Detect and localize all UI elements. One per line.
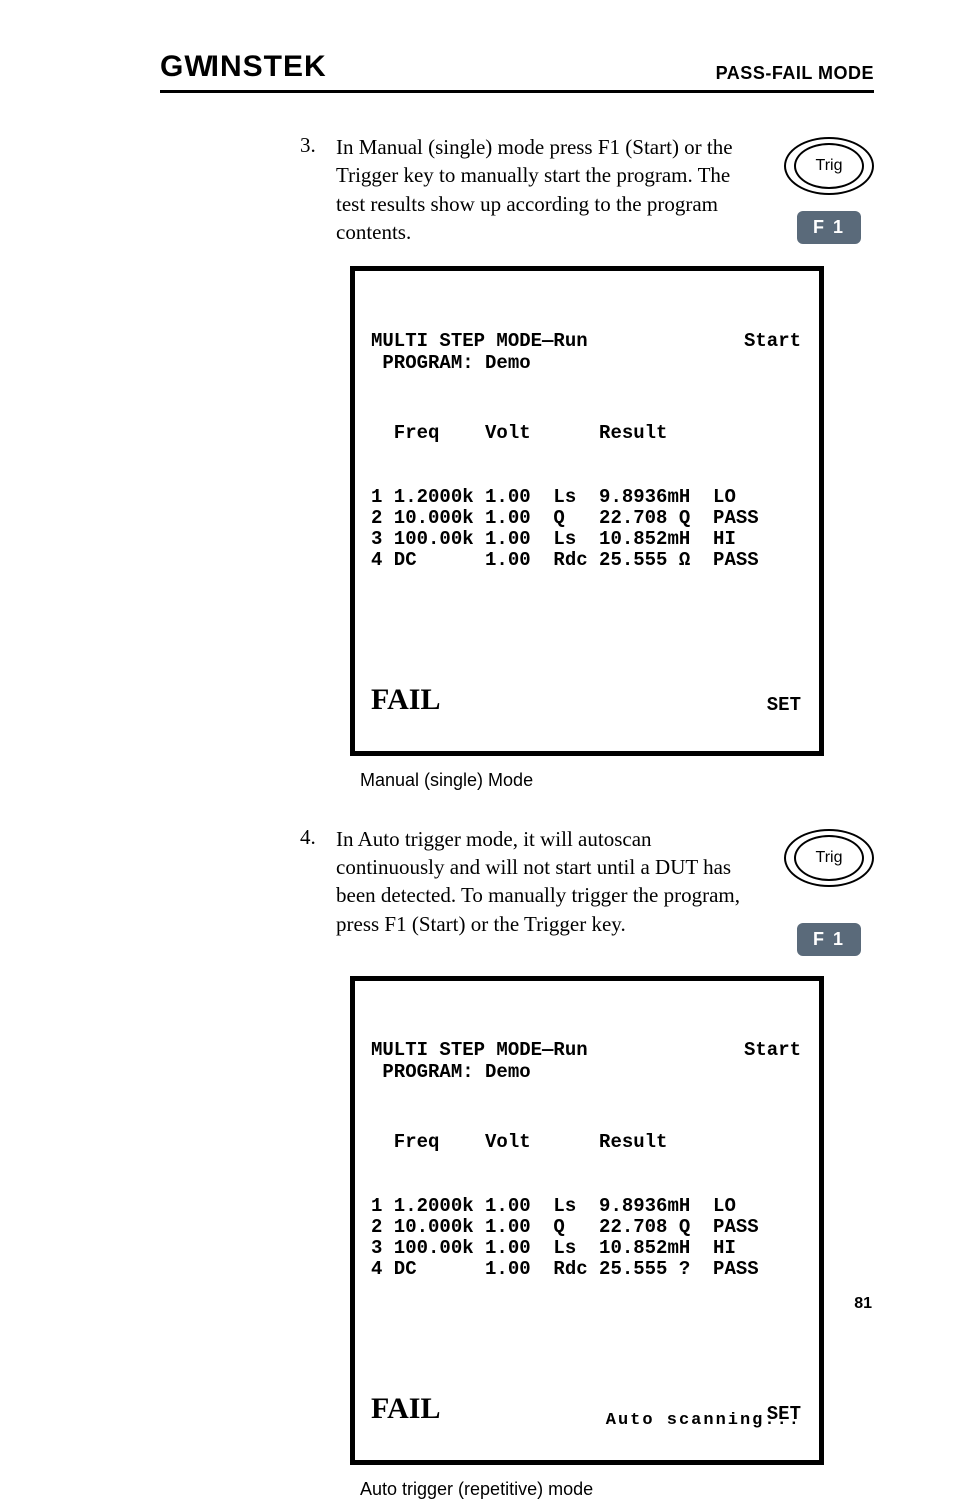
set-label: SET xyxy=(767,695,801,716)
column-headers: Freq Volt Result xyxy=(371,423,801,444)
step-number: 4. xyxy=(300,825,320,850)
result-rows: 1 1.2000k 1.00 Ls 9.8936mH LO 2 10.000k … xyxy=(371,1196,801,1280)
table-row: 3 100.00k 1.00 Ls 10.852mH HI xyxy=(371,1237,736,1259)
step-controls: Trig F 1 xyxy=(784,137,874,244)
screen-title-2: PROGRAM: Demo xyxy=(382,352,530,374)
lcd-screen-auto: MULTI STEP MODE—Run PROGRAM: Demo Start … xyxy=(350,976,824,1465)
result-rows: 1 1.2000k 1.00 Ls 9.8936mH LO 2 10.000k … xyxy=(371,487,801,571)
step-text: In Manual (single) mode press F1 (Start)… xyxy=(336,133,768,246)
section-title: PASS-FAIL MODE xyxy=(716,63,874,84)
screen-title-1: MULTI STEP MODE—Run xyxy=(371,330,588,352)
fail-indicator: FAIL xyxy=(371,683,440,716)
step-controls: Trig F 1 xyxy=(784,829,874,956)
start-label: Start xyxy=(744,331,801,352)
step-4: 4. In Auto trigger mode, it will autosca… xyxy=(300,825,874,956)
table-row: 3 100.00k 1.00 Ls 10.852mH HI xyxy=(371,528,736,550)
screen-title-2: PROGRAM: Demo xyxy=(382,1061,530,1083)
f1-key-icon: F 1 xyxy=(797,923,861,956)
auto-scanning-text: Auto scanning... xyxy=(606,1412,801,1431)
fail-indicator: FAIL xyxy=(371,1392,440,1425)
trigger-label: Trig xyxy=(794,835,864,881)
table-row: 2 10.000k 1.00 Q 22.708 Q PASS xyxy=(371,1216,759,1238)
trigger-label: Trig xyxy=(794,143,864,189)
table-row: 4 DC 1.00 Rdc 25.555 Ω PASS xyxy=(371,549,759,571)
step-number: 3. xyxy=(300,133,320,158)
step-text: In Auto trigger mode, it will autoscan c… xyxy=(336,825,768,938)
start-label: Start xyxy=(744,1040,801,1061)
lcd-screen-manual: MULTI STEP MODE—Run PROGRAM: Demo Start … xyxy=(350,266,824,755)
brand-logo: GWINSTEK xyxy=(160,50,327,84)
table-row: 4 DC 1.00 Rdc 25.555 ? PASS xyxy=(371,1258,759,1280)
step-3: 3. In Manual (single) mode press F1 (Sta… xyxy=(300,133,874,246)
table-row: 1 1.2000k 1.00 Ls 9.8936mH LO xyxy=(371,486,736,508)
screen-caption: Auto trigger (repetitive) mode xyxy=(360,1479,874,1500)
trigger-button-icon: Trig xyxy=(784,137,874,195)
trigger-button-icon: Trig xyxy=(784,829,874,887)
page-header: GWINSTEK PASS-FAIL MODE xyxy=(160,50,874,93)
column-headers: Freq Volt Result xyxy=(371,1132,801,1153)
table-row: 1 1.2000k 1.00 Ls 9.8936mH LO xyxy=(371,1195,736,1217)
screen-caption: Manual (single) Mode xyxy=(360,770,874,791)
f1-key-icon: F 1 xyxy=(797,211,861,244)
page-number: 81 xyxy=(854,1295,872,1313)
screen-title-1: MULTI STEP MODE—Run xyxy=(371,1039,588,1061)
table-row: 2 10.000k 1.00 Q 22.708 Q PASS xyxy=(371,507,759,529)
